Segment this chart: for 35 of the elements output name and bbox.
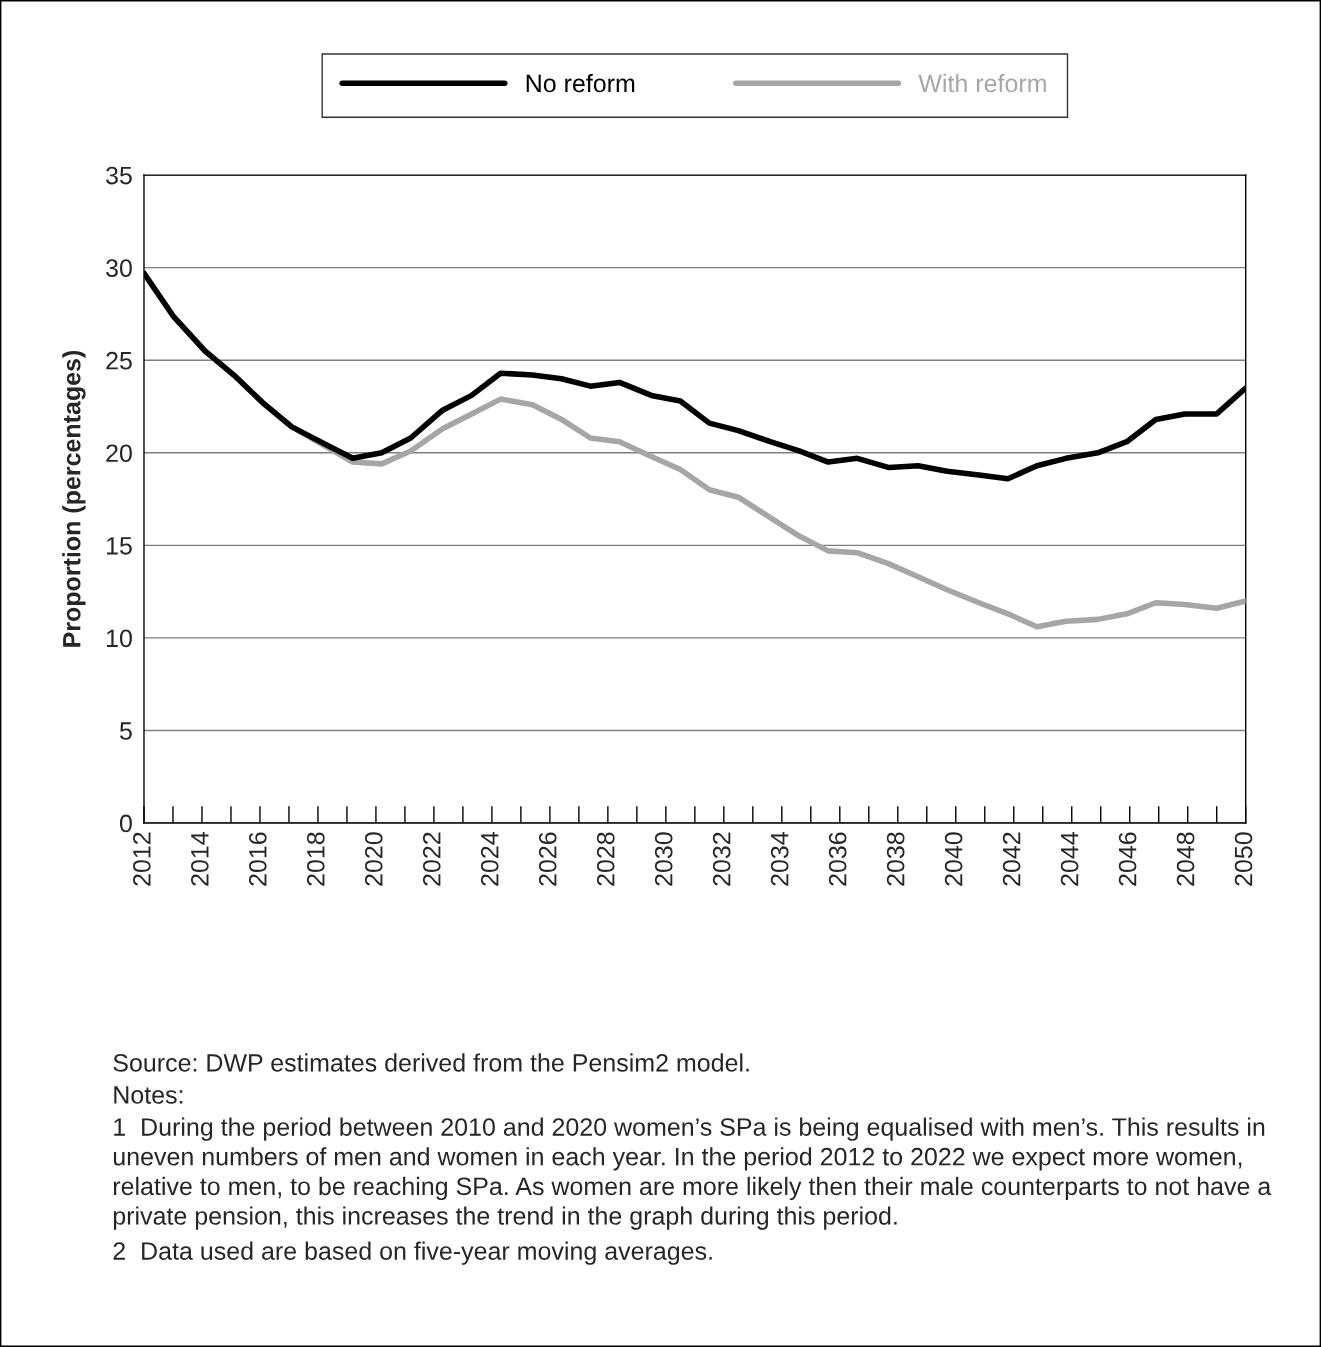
y-tick-label: 10 [106,629,132,648]
x-tick-label: 2036 [828,832,847,886]
y-tick-label: 15 [106,537,132,555]
x-tick-label: 2022 [422,832,441,886]
source-note: Source: DWP estimates derived from the Pensim2 model. [113,1053,749,1072]
x-tick-label: 2034 [770,832,789,886]
y-tick-label: 5 [119,722,132,740]
x-tick-label: 2024 [480,832,499,886]
y-tick-label: 30 [106,259,132,277]
x-tick-label: 2050 [1234,832,1253,886]
y-tick-label: 35 [106,166,132,185]
y-tick-label: 25 [106,351,132,370]
x-tick-label: 2042 [1002,832,1021,886]
y-tick-label: 20 [106,444,132,463]
text: 2 Data used are based on five-year moving averages. [113,1241,712,1265]
x-tick-label: 2048 [1176,832,1195,886]
x-tick-label: 2016 [248,832,267,886]
y-axis-title: Proportion (percentages) [62,350,86,647]
x-tick-label: 2032 [712,832,731,886]
x-tick-label: 2012 [133,832,151,886]
x-tick-label: 2030 [654,832,673,886]
text: No reform [526,73,635,93]
x-tick-label: 2040 [944,832,963,886]
x-tick-label: 2018 [306,832,325,886]
x-tick-label: 2038 [886,832,905,886]
x-tick-label: 2014 [190,832,209,886]
x-tick-label: 2026 [538,832,557,886]
y-tick-label: 0 [119,814,132,833]
text: With reform [918,73,1046,93]
x-tick-label: 2046 [1118,832,1137,886]
x-tick-label: 2020 [364,832,383,886]
x-tick-label: 2044 [1060,832,1079,886]
text: 1 During the period between 2010 and 2020 women’s SPa is being equalised with men’s. This results in uneven numbers of men and women in each year. In the period 2012 to 2022 we expect more women, relative to men, to be reaching SPa. As women are more likely then their male counterparts to not have a private pension, this increases the trend in the graph during this period. [113,1117,1272,1230]
x-tick-label: 2028 [596,832,615,886]
text: Notes: [114,1086,183,1104]
